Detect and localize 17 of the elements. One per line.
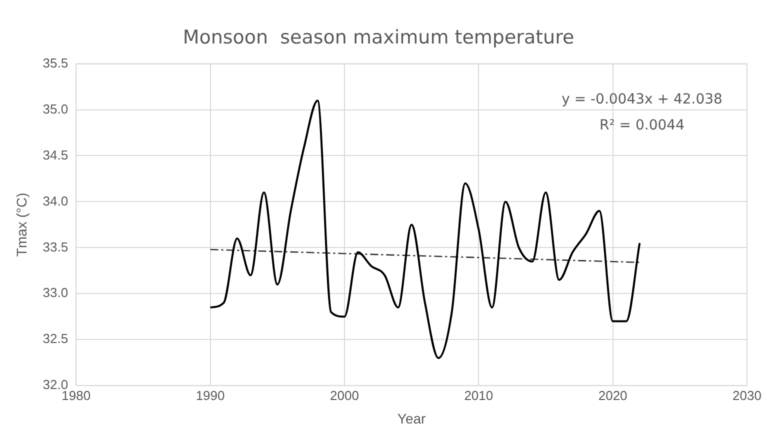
x-tick-label: 2030 [732, 388, 762, 403]
y-tick-label: 33.0 [42, 285, 68, 300]
y-tick-label: 35.5 [42, 55, 68, 70]
annotation: R² = 0.0044 [600, 117, 685, 134]
y-tick-label: 33.5 [42, 239, 68, 254]
y-tick-label: 35.0 [42, 101, 68, 116]
annotation: y = -0.0043x + 42.038 [562, 91, 722, 108]
y-tick-label: 32.5 [42, 331, 68, 346]
x-tick-label: 2020 [598, 388, 628, 403]
x-axis-title: Year [397, 410, 426, 426]
y-axis-title: Tmax (°C) [13, 192, 30, 257]
y-tick-label: 34.5 [42, 147, 68, 162]
chart-title: Monsoon season maximum temperature [182, 26, 574, 48]
x-tick-label: 1990 [196, 388, 225, 403]
y-tick-label: 34.0 [42, 193, 68, 208]
x-tick-label: 2010 [464, 388, 494, 403]
x-tick-label: 2000 [330, 388, 359, 403]
